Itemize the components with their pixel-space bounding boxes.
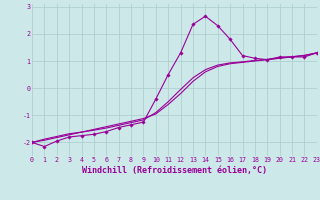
X-axis label: Windchill (Refroidissement éolien,°C): Windchill (Refroidissement éolien,°C) <box>82 166 267 175</box>
